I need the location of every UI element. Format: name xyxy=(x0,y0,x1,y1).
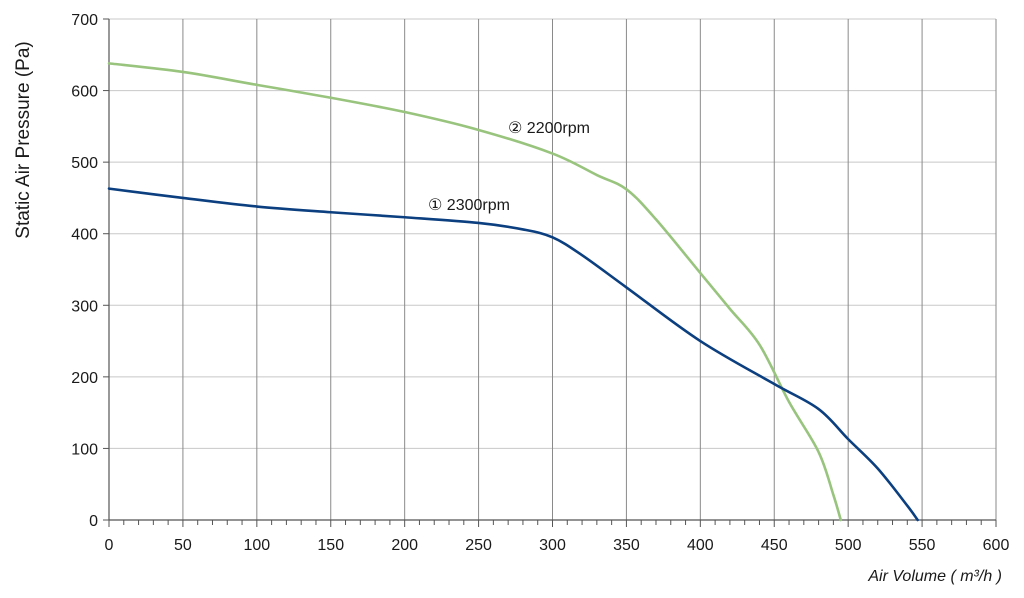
series-line-2200rpm xyxy=(107,62,843,522)
series-label-2300rpm: ① 2300rpm xyxy=(428,197,510,214)
x-tick-label: 50 xyxy=(174,537,192,554)
chart-series xyxy=(107,62,919,522)
y-tick-label: 600 xyxy=(71,84,98,101)
y-tick-label: 700 xyxy=(71,12,98,29)
series-label-2200rpm: ② 2200rpm xyxy=(508,120,590,137)
x-tick-label: 400 xyxy=(687,537,714,554)
y-tick-label: 300 xyxy=(71,298,98,315)
y-tick-label: 400 xyxy=(71,227,98,244)
y-axis-title: Static Air Pressure (Pa) xyxy=(13,41,34,238)
x-axis-title: Air Volume ( m³/h ) xyxy=(867,568,1002,585)
chart-axes xyxy=(103,18,997,527)
y-tick-label: 0 xyxy=(89,513,98,530)
x-tick-label: 550 xyxy=(909,537,936,554)
series-line-2300rpm xyxy=(107,187,919,522)
y-tick-label: 200 xyxy=(71,370,98,387)
y-tick-label: 500 xyxy=(71,155,98,172)
x-tick-label: 150 xyxy=(317,537,344,554)
x-tick-label: 350 xyxy=(613,537,640,554)
x-tick-label: 200 xyxy=(391,537,418,554)
x-tick-label: 450 xyxy=(761,537,788,554)
x-tick-label: 0 xyxy=(105,537,114,554)
x-tick-label: 250 xyxy=(465,537,492,554)
x-tick-label: 100 xyxy=(243,537,270,554)
chart-grid xyxy=(108,18,997,521)
x-tick-label: 500 xyxy=(835,537,862,554)
x-tick-label: 600 xyxy=(983,537,1010,554)
y-tick-label: 100 xyxy=(71,441,98,458)
chart-tick-labels: 0 100 200 300 400 500 600 700 0 50 100 150 200 250 300… xyxy=(71,12,1009,554)
x-tick-label: 300 xyxy=(539,537,566,554)
